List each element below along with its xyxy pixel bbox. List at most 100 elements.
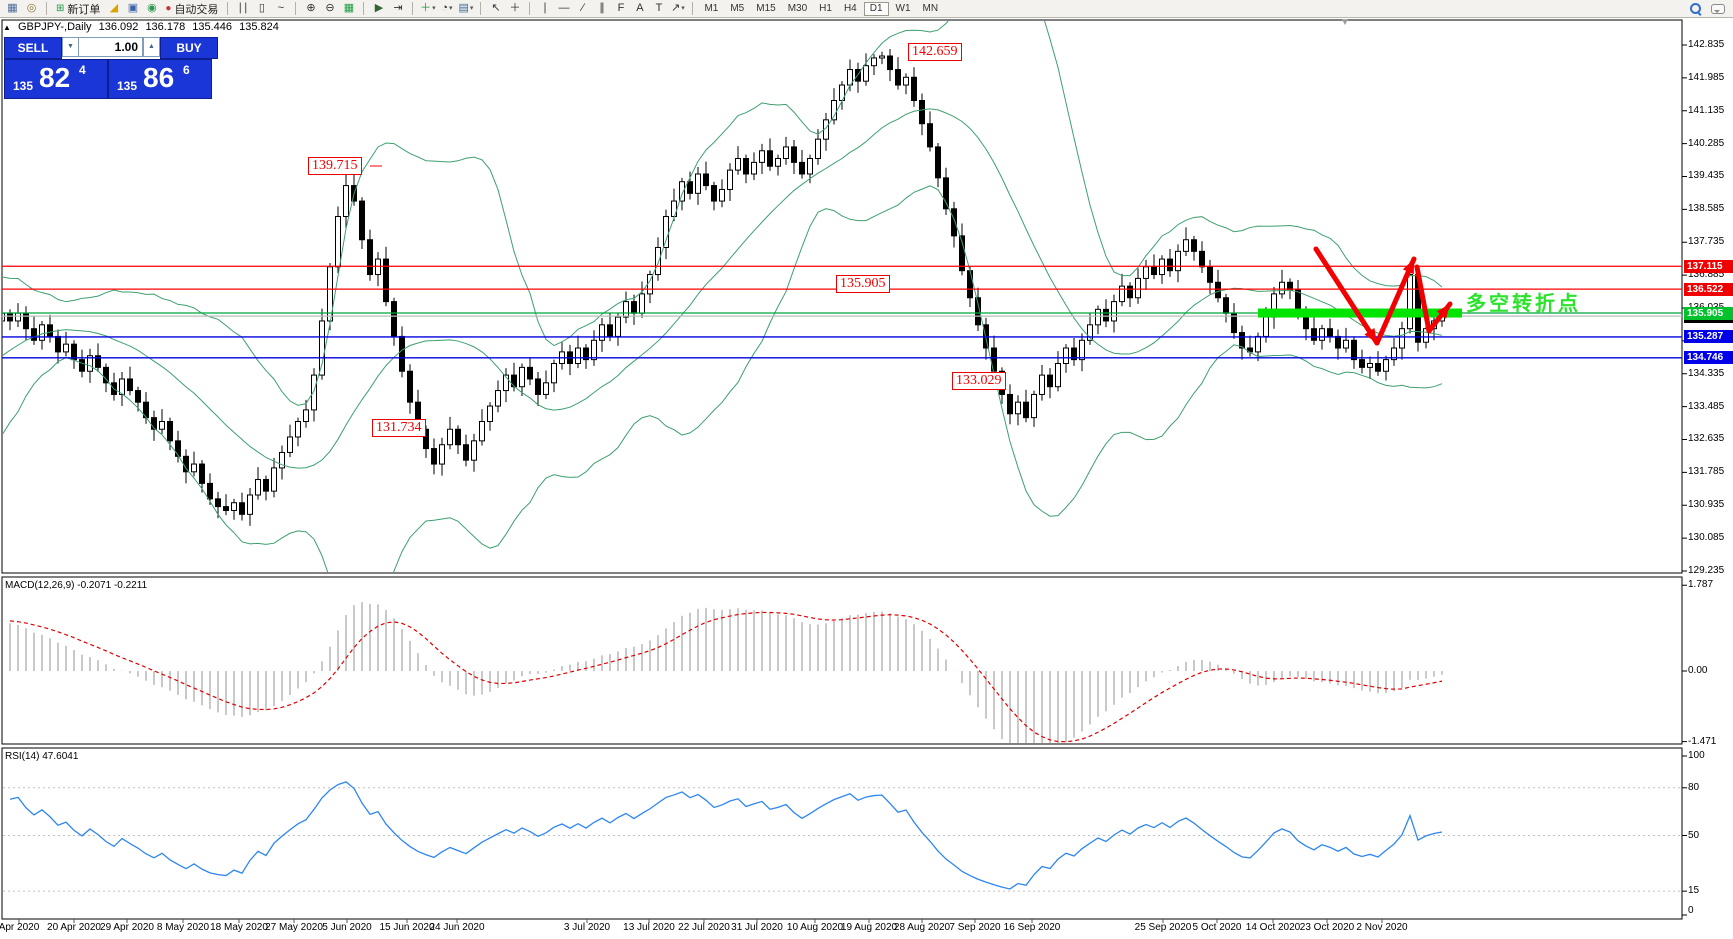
chart-shift-marker-icon[interactable]: ▼ xyxy=(1340,17,1350,28)
candle xyxy=(903,76,909,86)
main-chart-frame xyxy=(1,19,1683,574)
candle xyxy=(1239,332,1245,349)
candle xyxy=(463,444,469,461)
timeframe-m1[interactable]: M1 xyxy=(704,2,719,14)
volume-increase-button[interactable]: ▲ xyxy=(143,37,160,57)
candle xyxy=(519,366,525,388)
chat-icon[interactable] xyxy=(1711,3,1725,14)
buy-price-button[interactable]: 135 86 6 xyxy=(108,59,212,99)
label-icon[interactable]: T xyxy=(655,2,663,14)
auto-trading-button[interactable]: ● 自动交易 xyxy=(161,1,222,16)
templates-icon[interactable]: ▤ ▾ xyxy=(458,2,474,14)
price-annotation-142.659[interactable]: 142.659 xyxy=(908,43,962,61)
periods-icon[interactable]: ◔ ▾ xyxy=(441,2,453,14)
candlestick-chart-icon[interactable]: ▯ xyxy=(258,2,265,14)
candle xyxy=(79,359,85,372)
sell-button[interactable]: SELL xyxy=(4,37,62,59)
candle xyxy=(639,293,645,314)
candle xyxy=(1191,239,1197,252)
tile-windows-icon[interactable]: ▦ xyxy=(343,2,355,14)
timeframe-h1[interactable]: H1 xyxy=(819,2,832,14)
toolbar: ▦ ◎ ⊞ 新订单 ◢ ▣ ◉ ● 自动交易 ∣∣ ▯ ~ ⊕ ⊖ ▦ ▶ ⇥ ＋ ▾ ◔ ▾ ▤ ▾ ↖ ＋ ∣ — ∕ ∥ F A T ↗ ▾… xyxy=(0,0,1733,18)
crosshair-icon[interactable]: ＋ xyxy=(509,2,521,14)
candle xyxy=(47,324,53,337)
sell-price-button[interactable]: 135 82 4 xyxy=(4,59,108,99)
fibonacci-icon[interactable]: F xyxy=(617,2,625,14)
volume-input[interactable] xyxy=(78,37,143,57)
candle xyxy=(711,185,717,202)
trendline-icon[interactable]: ∕ xyxy=(582,2,584,14)
candle xyxy=(103,366,109,384)
zoom-out-icon[interactable]: ⊖ xyxy=(325,2,335,14)
timeframe-m15[interactable]: M15 xyxy=(756,2,776,14)
toolbar-separator xyxy=(227,2,229,15)
horizontal-line-icon[interactable]: — xyxy=(558,2,570,14)
candle xyxy=(599,324,605,341)
candle xyxy=(735,158,741,171)
chart-shift-icon[interactable]: ⇥ xyxy=(393,2,403,14)
candle xyxy=(1407,274,1413,330)
text-icon[interactable]: A xyxy=(636,2,644,14)
bar-chart-icon[interactable]: ∣∣ xyxy=(237,2,249,14)
candle xyxy=(1223,297,1229,314)
candle xyxy=(39,324,45,341)
collapse-triangle-icon[interactable]: ▲ xyxy=(3,23,11,32)
candle xyxy=(1111,301,1117,322)
candle xyxy=(63,343,69,353)
volume-decrease-button[interactable]: ▼ xyxy=(62,37,79,57)
date-axis-label: Apr 2020 xyxy=(0,922,40,933)
trend-arrow[interactable] xyxy=(1313,246,1380,346)
candle xyxy=(487,405,493,423)
candle xyxy=(7,312,13,322)
timeframe-d1[interactable]: D1 xyxy=(863,1,889,16)
vertical-line-icon[interactable]: ∣ xyxy=(542,2,548,14)
candle xyxy=(583,347,589,361)
toolbar-groups: ▦ ◎ ⊞ 新订单 ◢ ▣ ◉ ● 自动交易 ∣∣ ▯ ~ ⊕ ⊖ ▦ ▶ ⇥ ＋ ▾ ◔ ▾ ▤ ▾ ↖ ＋ ∣ — ∕ ∥ F A T ↗ ▾… xyxy=(0,1,947,17)
timeframe-m30[interactable]: M30 xyxy=(787,2,808,14)
candle xyxy=(1119,285,1125,303)
auto-scroll-icon[interactable]: ▶ xyxy=(374,2,384,14)
chart-window-icon[interactable]: ▣ xyxy=(127,2,139,14)
rsi-axis-label: 50 xyxy=(1688,829,1700,841)
search-icon[interactable] xyxy=(1690,3,1702,16)
price-annotation-135.905[interactable]: 135.905 xyxy=(836,275,890,293)
trend-arrow[interactable] xyxy=(1414,264,1432,334)
candle xyxy=(783,146,789,160)
channel-icon[interactable]: ∥ xyxy=(599,2,605,14)
zoom-in-icon[interactable]: ⊕ xyxy=(306,2,316,14)
candle xyxy=(159,421,165,430)
date-axis-label: 27 May 2020 xyxy=(265,922,323,933)
candle xyxy=(207,482,213,500)
buy-button[interactable]: BUY xyxy=(160,37,218,59)
profiles-icon[interactable]: ◎ xyxy=(26,2,37,14)
price-annotation-139.715[interactable]: 139.715 xyxy=(308,157,362,175)
cursor-icon[interactable]: ↖ xyxy=(491,2,501,14)
candle xyxy=(1151,266,1157,276)
eraser-icon[interactable]: ◢ xyxy=(109,2,119,14)
candle xyxy=(223,506,229,511)
candle xyxy=(479,421,485,442)
indicators-icon[interactable]: ＋ ▾ xyxy=(420,2,436,14)
candle xyxy=(1343,339,1349,349)
price-annotation-131.734[interactable]: 131.734 xyxy=(372,419,426,437)
candle xyxy=(455,428,461,446)
price-axis-label: 129.235 xyxy=(1688,564,1725,576)
trend-arrow[interactable] xyxy=(1374,256,1417,346)
candle xyxy=(1255,335,1261,353)
signals-icon[interactable]: ◉ xyxy=(147,2,157,14)
new-chart-icon[interactable]: ▦ xyxy=(7,2,18,14)
timeframe-h4[interactable]: H4 xyxy=(843,2,857,14)
timeframe-m5[interactable]: M5 xyxy=(730,2,745,14)
candle xyxy=(1367,362,1373,368)
arrows-icon[interactable]: ↗ ▾ xyxy=(671,2,685,14)
sell-price-prefix: 135 xyxy=(13,79,34,93)
line-chart-icon[interactable]: ~ xyxy=(277,2,285,14)
price-annotation-133.029[interactable]: 133.029 xyxy=(952,372,1006,390)
new-order-button[interactable]: ⊞ 新订单 xyxy=(52,1,104,16)
new-order-button-label: 新订单 xyxy=(67,3,101,16)
candle xyxy=(815,138,821,160)
candle xyxy=(631,301,637,314)
timeframe-w1[interactable]: W1 xyxy=(895,2,911,14)
timeframe-mn[interactable]: MN xyxy=(922,2,939,14)
